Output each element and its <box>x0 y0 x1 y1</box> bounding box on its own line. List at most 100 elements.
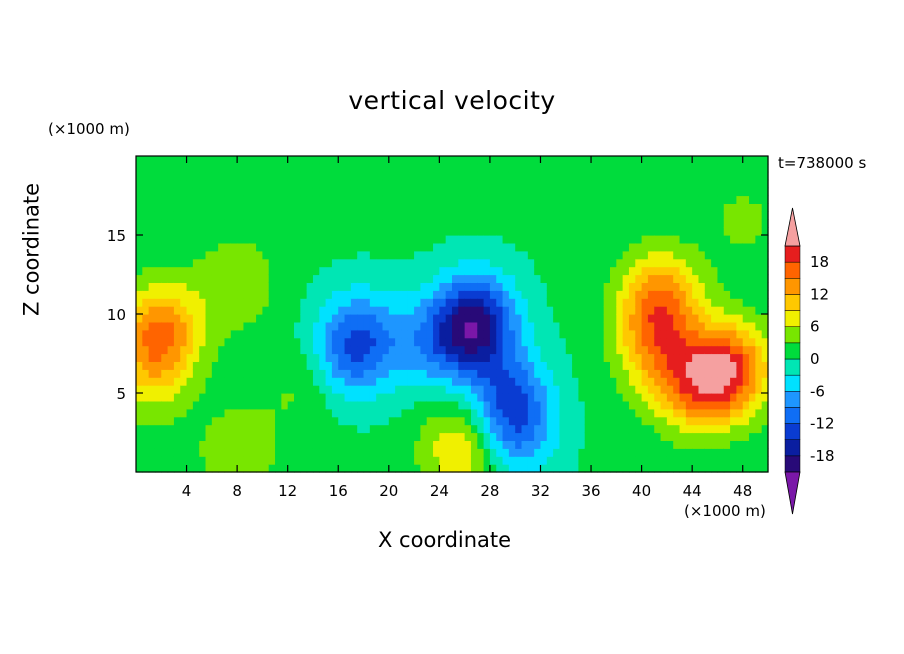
contour-cell <box>426 306 434 315</box>
contour-cell <box>237 337 245 347</box>
contour-cell <box>559 377 567 386</box>
contour-cell <box>319 227 327 236</box>
contour-cell <box>199 321 207 331</box>
contour-cell <box>597 250 605 260</box>
contour-cell <box>376 361 384 370</box>
contour-cell <box>553 195 561 204</box>
contour-cell <box>622 203 630 212</box>
contour-cell <box>540 345 548 355</box>
contour-cell <box>597 171 605 181</box>
contour-cell <box>698 258 706 268</box>
contour-cell <box>717 464 725 473</box>
contour-cell <box>262 448 270 457</box>
contour-cell <box>338 306 346 315</box>
contour-cell <box>521 187 529 197</box>
contour-cell <box>167 353 175 362</box>
contour-cell <box>464 282 472 291</box>
contour-cell <box>445 440 453 449</box>
contour-cell <box>452 369 459 378</box>
contour-cell <box>306 306 314 315</box>
contour-cell <box>426 345 434 355</box>
contour-cell <box>173 171 181 181</box>
contour-cell <box>192 353 200 362</box>
contour-cell <box>679 456 687 465</box>
contour-cell <box>369 385 377 394</box>
contour-cell <box>338 456 346 465</box>
contour-cell <box>142 369 150 378</box>
contour-cell <box>154 361 162 370</box>
contour-cell <box>578 345 586 355</box>
contour-cell <box>218 432 226 441</box>
contour-cell <box>445 456 453 465</box>
contour-cell <box>154 456 162 465</box>
contour-cell <box>173 321 181 331</box>
contour-cell <box>477 377 485 386</box>
contour-cell <box>350 227 358 236</box>
contour-cell <box>218 219 226 228</box>
contour-cell <box>534 353 542 362</box>
contour-cell <box>395 187 403 197</box>
contour-cell <box>312 416 320 426</box>
contour-cell <box>344 329 352 339</box>
contour-cell <box>300 377 308 386</box>
contour-cell <box>464 179 472 189</box>
contour-cell <box>414 377 421 386</box>
contour-cell <box>369 156 377 165</box>
colorbar-band <box>784 374 801 392</box>
contour-cell <box>603 369 611 378</box>
contour-cell <box>540 195 548 204</box>
contour-cell <box>287 282 295 291</box>
contour-cell <box>723 171 731 181</box>
contour-cell <box>338 353 346 362</box>
contour-cell <box>521 195 529 204</box>
contour-cell <box>723 377 731 386</box>
contour-cell <box>559 282 567 291</box>
contour-cell <box>489 408 497 418</box>
contour-cell <box>591 464 598 473</box>
contour-cell <box>154 416 162 426</box>
contour-cell <box>357 321 365 331</box>
contour-cell <box>275 242 282 252</box>
contour-cell <box>489 163 497 173</box>
contour-cell <box>199 274 207 283</box>
contour-cell <box>312 227 320 236</box>
contour-cell <box>628 242 636 252</box>
contour-cell <box>211 211 219 220</box>
x-tick-label: 40 <box>632 482 651 500</box>
contour-cell <box>452 290 459 299</box>
contour-cell <box>622 353 630 362</box>
contour-cell <box>464 353 472 362</box>
contour-cell <box>357 203 365 212</box>
contour-cell <box>218 266 226 276</box>
contour-cell <box>584 408 592 418</box>
contour-cell <box>224 219 232 228</box>
contour-cell <box>641 290 649 299</box>
contour-cell <box>628 195 636 204</box>
contour-cell <box>534 203 542 212</box>
contour-cell <box>749 282 756 291</box>
contour-cell <box>559 274 567 283</box>
contour-cell <box>628 227 636 236</box>
contour-cell <box>635 400 643 410</box>
contour-cell <box>382 329 390 339</box>
contour-cell <box>591 227 598 236</box>
contour-cell <box>205 321 213 331</box>
contour-cell <box>584 203 592 212</box>
contour-cell <box>527 163 535 173</box>
contour-cell <box>610 219 617 228</box>
contour-cell <box>470 242 478 252</box>
contour-cell <box>679 321 687 331</box>
contour-cell <box>521 393 529 402</box>
contour-cell <box>186 408 194 418</box>
contour-cell <box>496 242 504 252</box>
contour-cell <box>527 377 535 386</box>
contour-cell <box>420 187 428 197</box>
contour-cell <box>698 361 706 370</box>
contour-cell <box>388 353 396 362</box>
contour-cell <box>136 258 143 268</box>
contour-cell <box>331 156 339 165</box>
contour-cell <box>641 179 649 189</box>
contour-cell <box>331 187 339 197</box>
contour-cell <box>679 250 687 260</box>
contour-cell <box>521 274 529 283</box>
